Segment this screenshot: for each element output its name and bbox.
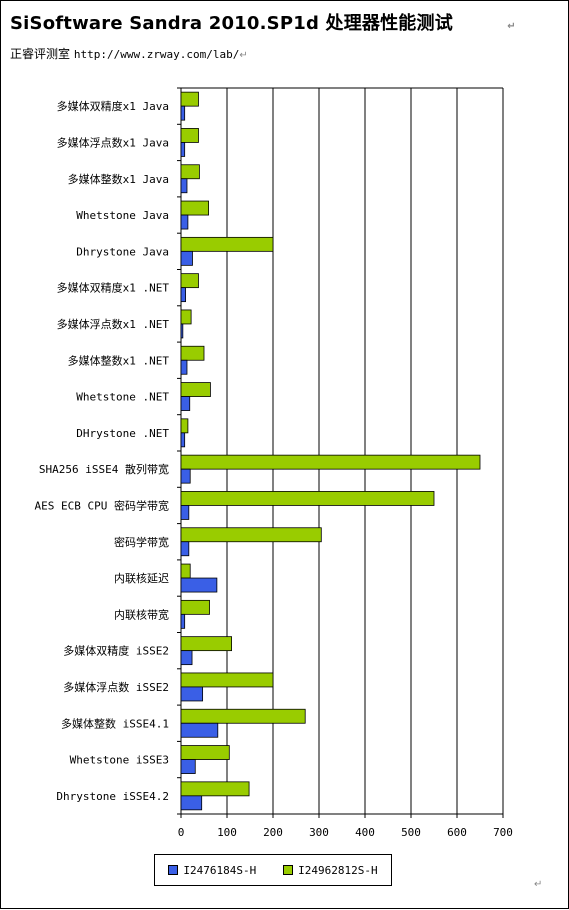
y-category-label: 密码学带宽	[114, 535, 169, 549]
bar-series2	[180, 164, 200, 180]
y-category-label: Whetstone Java	[76, 209, 169, 222]
source-name: 正睿评测室	[10, 47, 71, 61]
y-category-label: 内联核延迟	[114, 571, 169, 585]
x-tick-label: 400	[355, 826, 375, 839]
paragraph-mark-icon: ↵	[459, 21, 516, 32]
y-category-label: SHA256 iSSE4 散列带宽	[39, 462, 169, 476]
y-category-label: AES ECB CPU 密码学带宽	[35, 498, 169, 512]
legend-item-series2: I24962812S-H	[283, 863, 378, 877]
bar-series2	[180, 200, 210, 216]
bar-series2	[180, 273, 199, 289]
x-tick-label: 200	[263, 826, 283, 839]
bar-series2	[180, 563, 191, 579]
x-tick-label: 100	[217, 826, 237, 839]
y-category-label: 多媒体浮点数 iSSE2	[63, 680, 169, 694]
bar-series1	[180, 541, 190, 557]
bar-series1	[180, 505, 190, 520]
y-category-label: Whetstone .NET	[76, 391, 169, 404]
bar-series1	[180, 468, 191, 484]
bar-series1	[180, 359, 188, 375]
bar-series2	[180, 527, 322, 543]
bar-series2	[180, 454, 481, 470]
paragraph-mark-icon: ↵	[239, 50, 248, 61]
plot-area	[181, 88, 503, 814]
y-category-label: 多媒体双精度x1 .NET	[57, 281, 170, 295]
legend-item-series1: I2476184S-H	[168, 864, 256, 877]
bar-series1	[180, 214, 189, 230]
bar-series1	[180, 105, 186, 121]
title-text: SiSoftware Sandra 2010.SP1d 处理器性能测试	[10, 13, 453, 34]
bar-series2	[180, 91, 199, 107]
bar-series2	[180, 309, 192, 325]
bar-series1	[180, 323, 184, 339]
y-category-label: 多媒体双精度x1 Java	[57, 99, 169, 113]
x-tick-label: 700	[493, 826, 513, 839]
y-category-label: 多媒体整数 iSSE4.1	[61, 716, 169, 730]
bar-series2	[180, 345, 205, 361]
bar-series2	[180, 781, 250, 797]
y-category-label: 多媒体浮点数x1 .NET	[57, 317, 170, 331]
y-category-label: 内联核带宽	[114, 607, 169, 621]
source-line: 正睿评测室 http://www.zrway.com/lab/↵	[10, 45, 248, 62]
legend-label-series1: I2476184S-H	[183, 863, 257, 877]
bar-series1	[180, 577, 218, 593]
x-tick-label: 0	[178, 826, 185, 839]
y-category-label: 多媒体整数x1 .NET	[68, 353, 170, 367]
bar-series1	[180, 142, 186, 157]
bar-series2	[180, 236, 274, 252]
bar-series1	[180, 432, 186, 448]
chart-legend: I2476184S-H I24962812S-H	[154, 854, 392, 886]
bar-series2	[180, 491, 435, 506]
bar-series1	[180, 613, 186, 629]
bar-series2	[180, 672, 274, 688]
bar-series1	[180, 722, 219, 738]
bar-series1	[180, 287, 186, 303]
bar-series2	[180, 128, 199, 143]
bar-series1	[180, 759, 196, 774]
bar-series2	[180, 382, 211, 397]
legend-label-series2: I24962812S-H	[298, 863, 378, 877]
bar-series2	[180, 599, 210, 615]
bar-series1	[180, 795, 203, 811]
y-category-label: Dhrystone Java	[76, 245, 169, 258]
y-category-label: Whetstone iSSE3	[70, 754, 169, 767]
bar-series2	[180, 636, 232, 652]
y-category-label: DHrystone .NET	[76, 427, 169, 440]
page-title: SiSoftware Sandra 2010.SP1d 处理器性能测试 ↵	[10, 9, 516, 35]
source-url[interactable]: http://www.zrway.com/lab/	[73, 48, 240, 61]
legend-swatch-series1	[168, 865, 179, 875]
y-category-label: 多媒体整数x1 Java	[68, 172, 169, 186]
bar-series1	[180, 250, 193, 266]
y-category-label: 多媒体浮点数x1 Java	[57, 135, 169, 149]
x-tick-label: 500	[401, 826, 421, 839]
y-category-label: Dhrystone iSSE4.2	[56, 790, 169, 803]
bar-series1	[180, 178, 188, 194]
bar-series1	[180, 650, 193, 666]
bar-series2	[180, 708, 306, 724]
bar-series2	[180, 418, 189, 434]
end-paragraph-mark-icon: ↵	[534, 879, 543, 890]
bar-series1	[180, 686, 204, 702]
bar-series1	[180, 396, 191, 411]
y-category-label: 多媒体双精度 iSSE2	[63, 644, 169, 658]
x-tick-label: 600	[447, 826, 467, 839]
bar-series2	[180, 745, 230, 760]
legend-swatch-series2	[283, 865, 294, 875]
x-tick-label: 300	[309, 826, 329, 839]
